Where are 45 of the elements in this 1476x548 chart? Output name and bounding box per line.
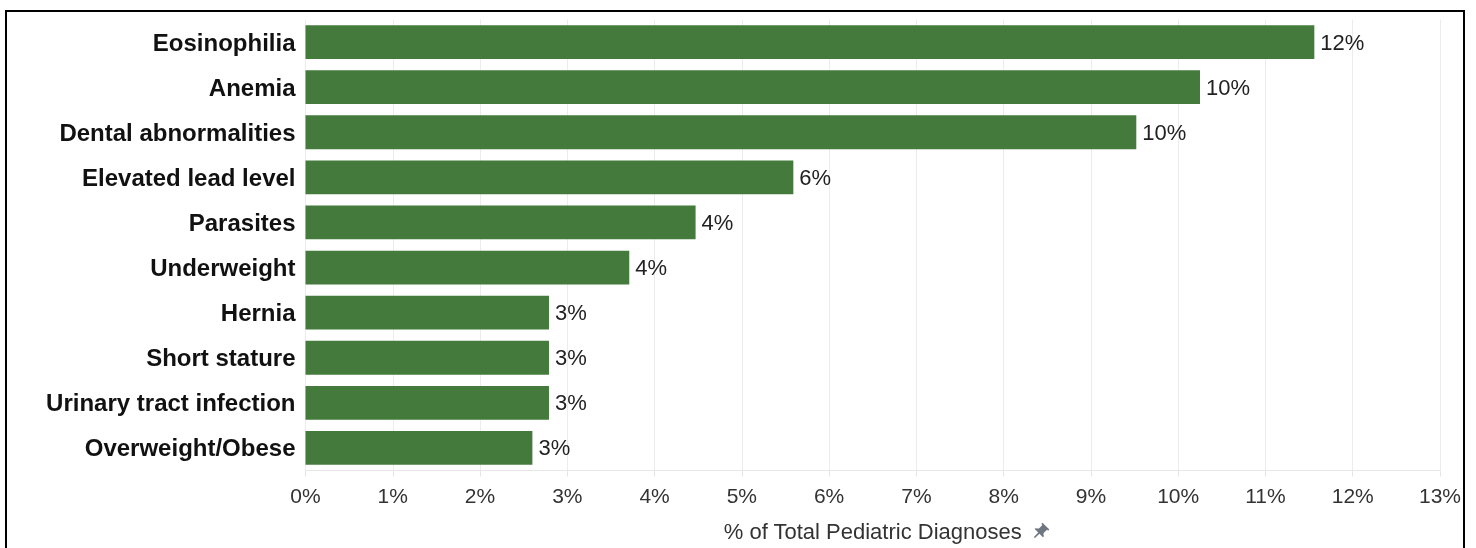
x-tick-label: 6% — [813, 483, 845, 507]
x-tick-label: 7% — [901, 483, 932, 507]
y-tick-label: Elevated lead level — [82, 163, 296, 191]
bar — [305, 340, 549, 375]
bar — [305, 160, 794, 195]
bar — [305, 115, 1137, 150]
bar — [305, 250, 630, 285]
x-tick-label: 11% — [1245, 483, 1286, 507]
y-tick-label: Hernia — [220, 299, 297, 327]
bar — [305, 431, 533, 465]
data-label: 3% — [554, 300, 587, 326]
x-tick-label: 10% — [1157, 483, 1200, 507]
data-label: 4% — [701, 209, 734, 235]
data-label: 3% — [554, 345, 587, 371]
y-tick-label: Anemia — [208, 73, 297, 101]
x-tick-label: 1% — [377, 483, 408, 507]
x-tick-label: 13% — [1418, 483, 1462, 507]
x-tick-label: 2% — [464, 483, 496, 507]
y-tick-label: Short stature — [146, 344, 296, 372]
x-tick-label: 12% — [1331, 483, 1374, 507]
x-tick-label: 5% — [726, 483, 758, 507]
bar — [305, 205, 696, 240]
data-label: 3% — [554, 390, 587, 416]
y-tick-label: Dental abnormalities — [59, 118, 296, 146]
data-label: 12% — [1320, 29, 1365, 55]
data-label: 10% — [1142, 119, 1187, 145]
data-label: 10% — [1206, 74, 1251, 100]
x-tick-label: 3% — [552, 483, 583, 507]
y-tick-label: Urinary tract infection — [46, 389, 296, 417]
x-tick-label: 9% — [1075, 483, 1107, 507]
y-tick-label: Underweight — [150, 254, 296, 282]
data-label: 4% — [635, 255, 668, 281]
x-tick-label: 4% — [639, 483, 670, 507]
data-label: 3% — [538, 435, 571, 461]
data-label: 6% — [799, 164, 832, 190]
y-tick-label: Parasites — [188, 208, 296, 236]
y-tick-label: Eosinophilia — [152, 28, 297, 56]
x-tick-label: 8% — [988, 483, 1019, 507]
x-tick-label: 0% — [290, 483, 321, 507]
bar — [305, 70, 1201, 105]
y-tick-label: Overweight/Obese — [84, 434, 296, 462]
bar — [305, 385, 549, 420]
x-axis-title: % of Total Pediatric Diagnoses — [723, 519, 1022, 544]
bar — [305, 295, 549, 330]
bar — [305, 25, 1315, 59]
